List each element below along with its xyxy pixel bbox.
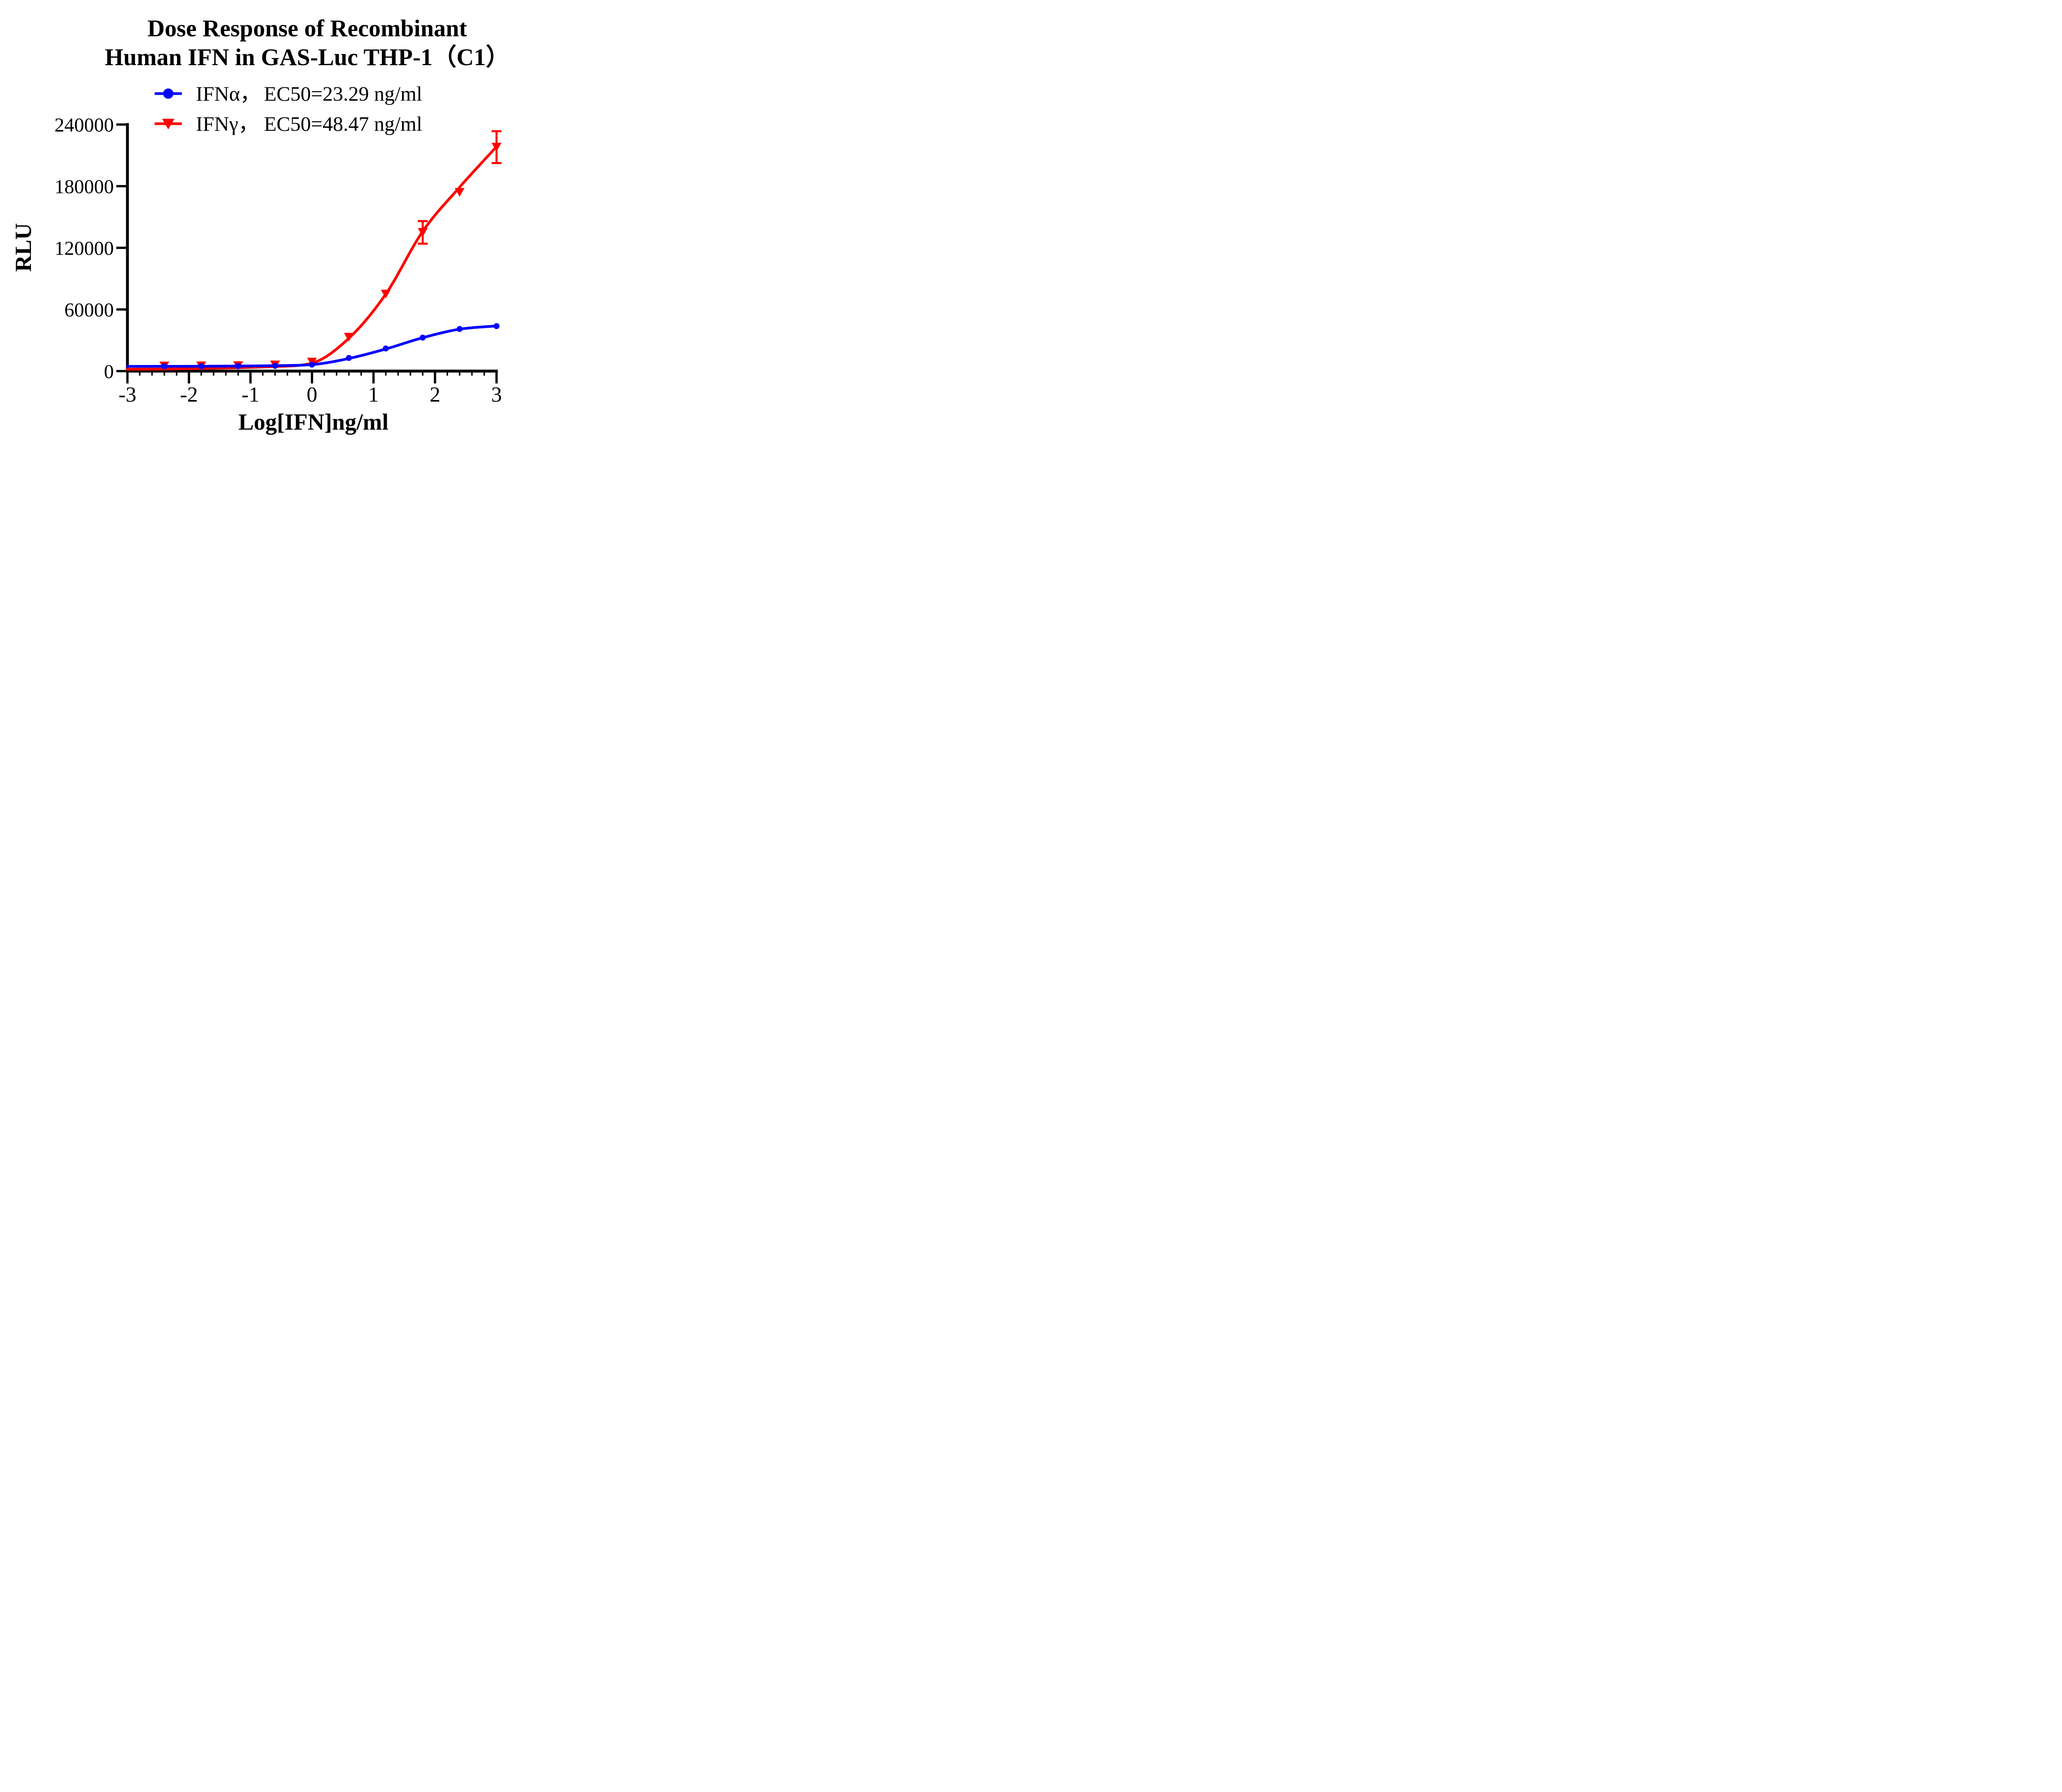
data-point-circle: [309, 362, 315, 368]
x-tick-label: 1: [368, 383, 379, 407]
legend-item-ifna: IFNα， EC50=23.29 ng/ml: [155, 82, 422, 105]
legend-series-ec50: EC50=23.29 ng/ml: [264, 82, 422, 105]
x-axis-title: Log[IFN]ng/ml: [238, 409, 388, 435]
y-tick-label: 120000: [54, 238, 114, 259]
y-axis-title: RLU: [11, 223, 36, 272]
data-point-circle: [198, 363, 205, 369]
x-tick-label: -3: [118, 383, 136, 407]
x-tick-label: -2: [180, 383, 198, 407]
data-point-circle: [493, 323, 500, 329]
circle-marker-icon: [163, 88, 174, 99]
data-point-circle: [346, 355, 352, 361]
data-point-triangle: [381, 289, 391, 299]
chart-title-line1: Dose Response of Recombinant: [148, 15, 468, 42]
figure-canvas: Dose Response of Recombinant Human IFN in…: [0, 0, 551, 448]
fit-curve-ifng: [126, 145, 498, 371]
series-ifna: [126, 323, 500, 369]
data-point-triangle: [454, 188, 465, 197]
data-point-triangle: [418, 228, 428, 237]
x-tick-label: 2: [430, 383, 440, 407]
legend-series-name: IFNγ，: [196, 112, 259, 135]
data-point-circle: [272, 363, 278, 369]
data-point-circle: [419, 334, 426, 341]
data-point-circle: [457, 326, 463, 332]
legend-series-name: IFNα，: [196, 82, 261, 105]
data-point-circle: [161, 363, 167, 369]
triangle-down-marker-icon: [162, 119, 174, 129]
axes: -3 -2 -1 0 1 2 3 0 60000 120000 180000 240000: [54, 114, 502, 407]
data-point-triangle: [492, 143, 501, 152]
y-tick-label: 60000: [64, 299, 114, 321]
data-point-circle: [383, 345, 389, 352]
y-tick-label: 0: [104, 361, 114, 383]
data-point-circle: [235, 363, 241, 369]
legend-item-ifng: IFNγ， EC50=48.47 ng/ml: [155, 112, 422, 135]
x-tick-label: -1: [242, 383, 259, 407]
legend-series-ec50: EC50=48.47 ng/ml: [264, 112, 422, 135]
data-point-triangle: [344, 333, 354, 342]
chart-title-line2: Human IFN in GAS-Luc THP-1（C1）: [105, 44, 510, 71]
x-tick-label: 3: [491, 383, 502, 407]
x-tick-label: 0: [307, 383, 318, 407]
y-tick-label: 240000: [54, 114, 114, 136]
y-tick-label: 180000: [54, 176, 114, 198]
